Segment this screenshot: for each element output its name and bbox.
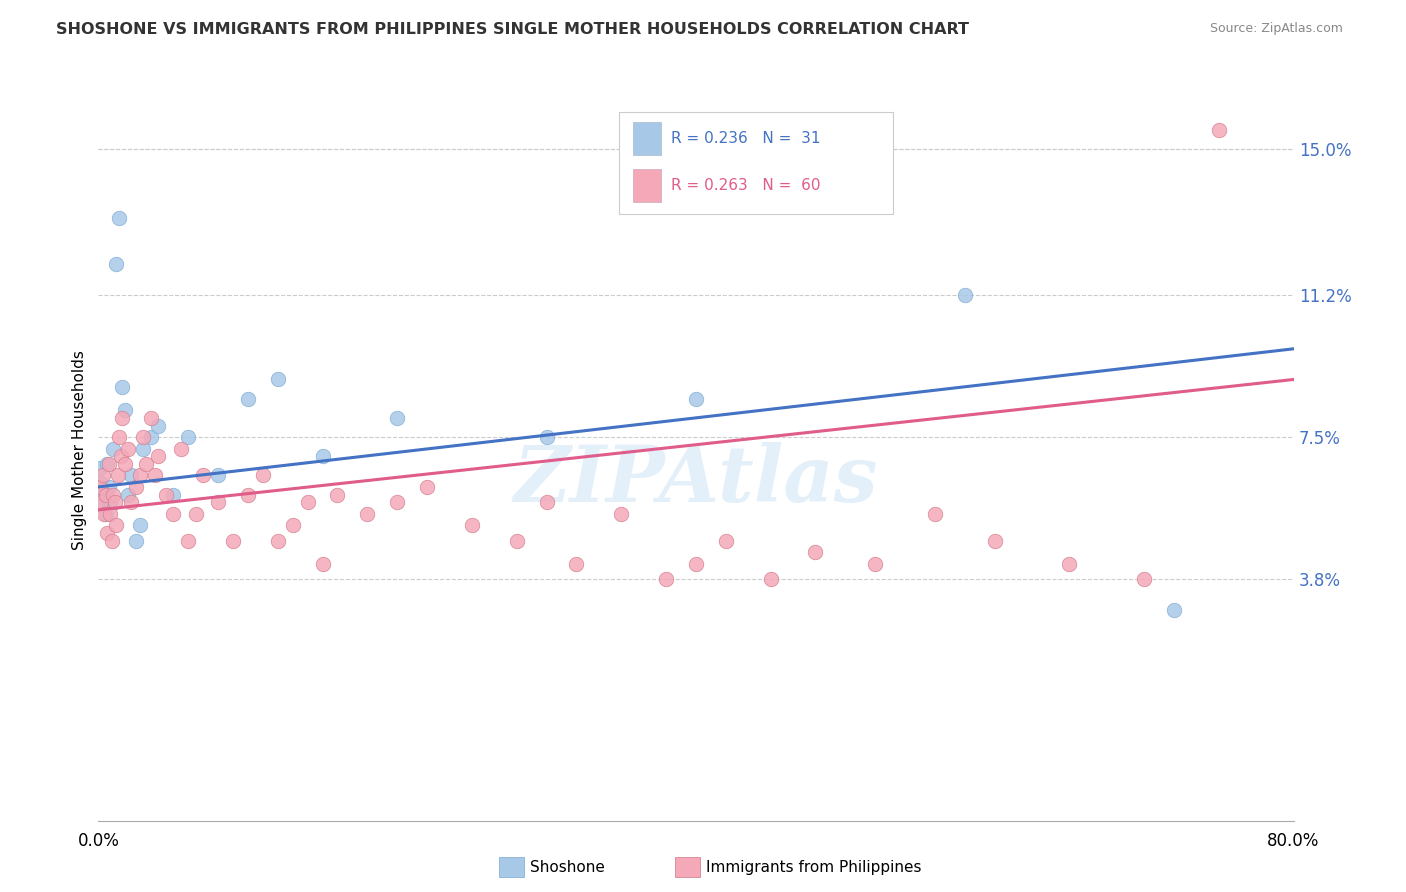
Point bbox=[236, 487, 259, 501]
Point bbox=[162, 507, 184, 521]
Point bbox=[385, 410, 409, 425]
Point bbox=[1208, 123, 1230, 137]
Point bbox=[90, 495, 112, 509]
Point bbox=[139, 430, 162, 444]
Point bbox=[90, 476, 112, 491]
Point bbox=[105, 518, 128, 533]
Point bbox=[252, 468, 274, 483]
Text: ZIPAtlas: ZIPAtlas bbox=[513, 442, 879, 518]
Point bbox=[104, 495, 127, 509]
Point bbox=[93, 487, 115, 501]
Point bbox=[565, 557, 588, 571]
Point bbox=[222, 533, 245, 548]
Point bbox=[110, 449, 132, 463]
Point bbox=[714, 533, 737, 548]
Point bbox=[132, 442, 155, 456]
Point bbox=[114, 403, 136, 417]
Point bbox=[385, 495, 409, 509]
Point bbox=[117, 442, 139, 456]
Point bbox=[97, 480, 120, 494]
Point bbox=[93, 507, 115, 521]
Point bbox=[120, 468, 142, 483]
Point bbox=[191, 468, 214, 483]
Point bbox=[804, 545, 827, 559]
Point bbox=[111, 410, 134, 425]
Point bbox=[610, 507, 633, 521]
Point bbox=[108, 430, 131, 444]
Point bbox=[506, 533, 529, 548]
Point bbox=[89, 480, 111, 494]
Point bbox=[184, 507, 207, 521]
Point bbox=[267, 372, 290, 386]
Point bbox=[96, 525, 118, 540]
Point bbox=[655, 572, 678, 586]
Point bbox=[125, 480, 148, 494]
Point bbox=[91, 468, 114, 483]
Point bbox=[120, 495, 142, 509]
Point bbox=[89, 460, 111, 475]
Point bbox=[1059, 557, 1081, 571]
Point bbox=[129, 468, 152, 483]
Text: R = 0.236   N =  31: R = 0.236 N = 31 bbox=[671, 130, 820, 145]
Point bbox=[114, 457, 136, 471]
Point bbox=[98, 507, 122, 521]
Point bbox=[169, 442, 191, 456]
Point bbox=[281, 518, 304, 533]
Point bbox=[207, 495, 229, 509]
Point bbox=[865, 557, 887, 571]
Text: Source: ZipAtlas.com: Source: ZipAtlas.com bbox=[1209, 22, 1343, 36]
Point bbox=[117, 487, 139, 501]
Point bbox=[207, 468, 229, 483]
Point bbox=[103, 442, 125, 456]
Point bbox=[98, 495, 122, 509]
Point bbox=[177, 533, 200, 548]
Point bbox=[143, 468, 166, 483]
Point bbox=[97, 457, 120, 471]
Point bbox=[162, 487, 184, 501]
Y-axis label: Single Mother Households: Single Mother Households bbox=[72, 351, 87, 550]
Point bbox=[297, 495, 319, 509]
Point bbox=[135, 457, 157, 471]
Point bbox=[759, 572, 782, 586]
Point bbox=[96, 457, 118, 471]
Point bbox=[1163, 602, 1185, 616]
Point bbox=[105, 257, 128, 271]
Text: Shoshone: Shoshone bbox=[530, 860, 605, 874]
Text: SHOSHONE VS IMMIGRANTS FROM PHILIPPINES SINGLE MOTHER HOUSEHOLDS CORRELATION CHA: SHOSHONE VS IMMIGRANTS FROM PHILIPPINES … bbox=[56, 22, 969, 37]
Point bbox=[101, 533, 124, 548]
Point bbox=[311, 449, 333, 463]
Point bbox=[311, 557, 333, 571]
Point bbox=[94, 487, 117, 501]
Point bbox=[103, 487, 125, 501]
Point bbox=[129, 518, 152, 533]
Point bbox=[125, 533, 148, 548]
Point bbox=[924, 507, 946, 521]
Point bbox=[326, 487, 349, 501]
Point bbox=[1133, 572, 1156, 586]
Point bbox=[685, 557, 707, 571]
Point bbox=[267, 533, 290, 548]
Point bbox=[536, 430, 558, 444]
Point bbox=[91, 495, 114, 509]
Point bbox=[536, 495, 558, 509]
Point bbox=[953, 288, 976, 302]
Point bbox=[148, 418, 170, 433]
Point bbox=[236, 392, 259, 406]
Point bbox=[461, 518, 484, 533]
Point bbox=[132, 430, 155, 444]
Point bbox=[177, 430, 200, 444]
Text: Immigrants from Philippines: Immigrants from Philippines bbox=[706, 860, 921, 874]
Point bbox=[685, 392, 707, 406]
Point bbox=[94, 507, 117, 521]
Point bbox=[984, 533, 1007, 548]
Point bbox=[107, 468, 129, 483]
Point bbox=[111, 380, 134, 394]
Point bbox=[155, 487, 177, 501]
Point bbox=[416, 480, 439, 494]
Point bbox=[139, 410, 162, 425]
Point bbox=[356, 507, 378, 521]
Text: R = 0.263   N =  60: R = 0.263 N = 60 bbox=[671, 178, 820, 193]
Point bbox=[108, 211, 131, 226]
Point bbox=[148, 449, 170, 463]
